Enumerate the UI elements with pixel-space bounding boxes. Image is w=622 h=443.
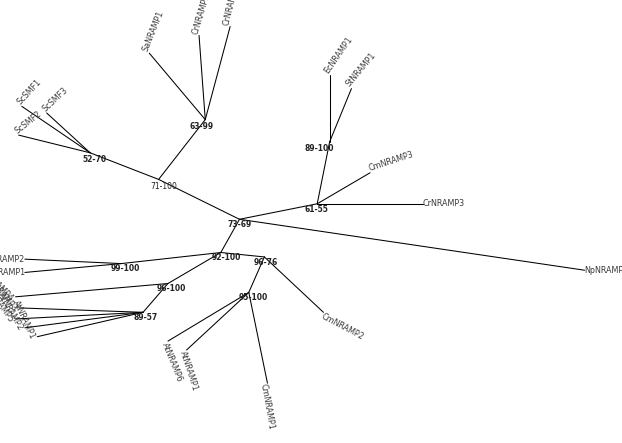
Text: 73-69: 73-69	[227, 220, 251, 229]
Text: HsNRAMP1: HsNRAMP1	[0, 268, 25, 277]
Text: 89-57: 89-57	[134, 313, 158, 322]
Text: 63-99: 63-99	[190, 122, 214, 131]
Text: ScSMF2: ScSMF2	[13, 109, 44, 135]
Text: AtNRAMP2: AtNRAMP2	[0, 291, 25, 332]
Text: CmNRAMP3: CmNRAMP3	[368, 150, 414, 173]
Text: AtNRAMP4: AtNRAMP4	[0, 268, 16, 303]
Text: AtNRAMP1: AtNRAMP1	[178, 350, 200, 392]
Text: CmNRAMP2: CmNRAMP2	[319, 312, 365, 342]
Text: 96-76: 96-76	[254, 258, 278, 267]
Text: 61-55: 61-55	[305, 205, 328, 214]
Text: AtNRAMP5: AtNRAMP5	[0, 285, 16, 324]
Text: StNRAMP1: StNRAMP1	[345, 51, 378, 89]
Text: CrNRAMP1: CrNRAMP1	[190, 0, 211, 35]
Text: 71-100: 71-100	[151, 182, 177, 190]
Text: 89-100: 89-100	[305, 144, 334, 153]
Text: NpNRAMP: NpNRAMP	[585, 266, 622, 275]
Text: AtNRAMP6: AtNRAMP6	[160, 341, 183, 383]
Text: EcNRAMP1: EcNRAMP1	[322, 35, 354, 75]
Text: SaNRAMP1: SaNRAMP1	[141, 10, 165, 53]
Text: ScSMF3: ScSMF3	[40, 85, 70, 113]
Text: AtNRAMP1: AtNRAMP1	[12, 299, 37, 341]
Text: CrNRAMP2: CrNRAMP2	[221, 0, 240, 27]
Text: CmNRAMP1: CmNRAMP1	[259, 383, 276, 431]
Text: 95-100: 95-100	[238, 293, 267, 302]
Text: 92-100: 92-100	[211, 253, 241, 262]
Text: AtNRAMP3: AtNRAMP3	[0, 276, 19, 314]
Text: CrNRAMP3: CrNRAMP3	[423, 199, 465, 208]
Text: 52-70: 52-70	[82, 155, 106, 164]
Text: HsNRAMP2: HsNRAMP2	[0, 255, 25, 264]
Text: 96-100: 96-100	[157, 284, 186, 293]
Text: ScSMF1: ScSMF1	[15, 78, 43, 106]
Text: 99-100: 99-100	[111, 264, 140, 272]
